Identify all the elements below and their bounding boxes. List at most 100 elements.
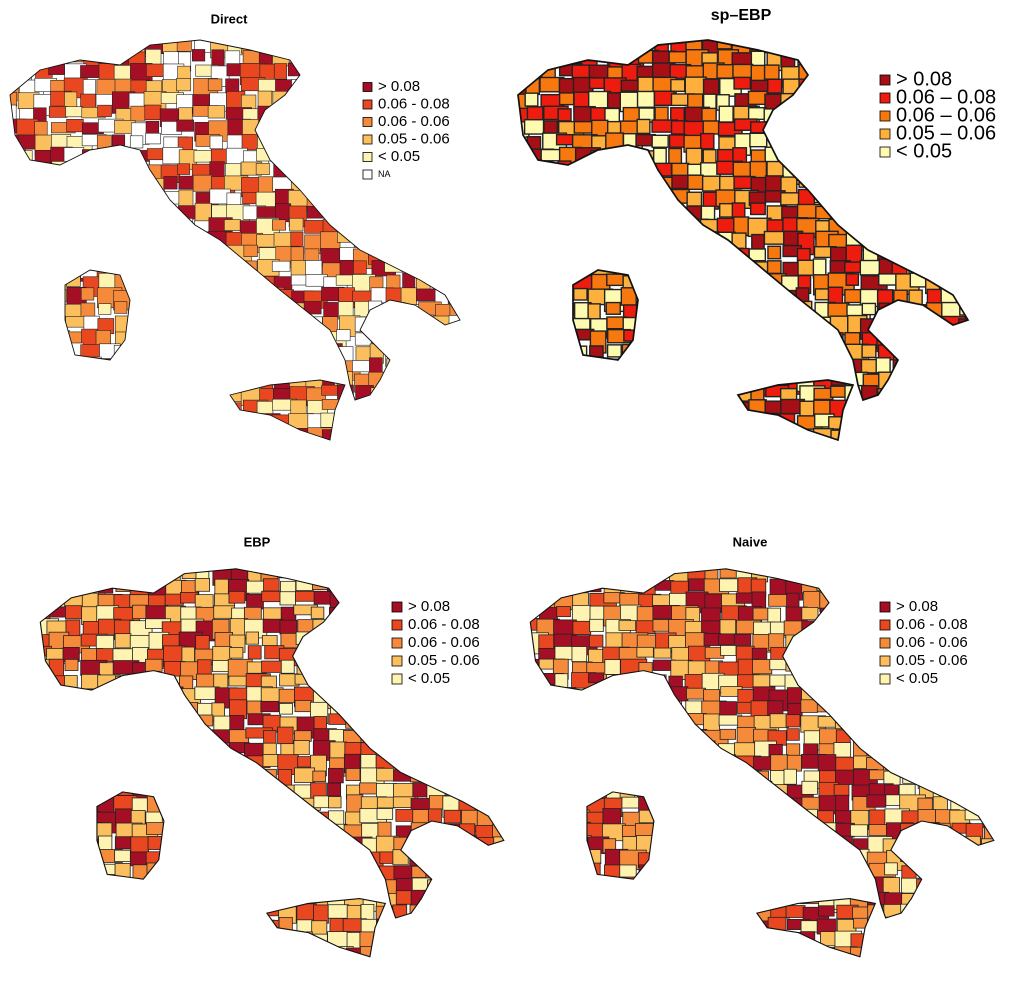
region	[949, 717, 974, 729]
region	[924, 36, 936, 53]
region	[162, 796, 177, 817]
region	[33, 402, 53, 415]
region	[879, 65, 893, 76]
region	[786, 865, 811, 886]
region	[818, 864, 830, 882]
region	[3, 388, 24, 402]
region	[538, 961, 556, 980]
region	[845, 217, 865, 227]
region	[686, 931, 702, 952]
region	[982, 634, 1000, 649]
region	[460, 567, 474, 585]
region	[934, 849, 960, 861]
region	[510, 232, 531, 254]
region	[494, 716, 511, 735]
region	[147, 401, 167, 420]
region	[180, 823, 192, 841]
region	[525, 120, 544, 134]
region	[910, 347, 928, 363]
region	[197, 742, 219, 757]
region	[886, 740, 907, 759]
region	[377, 687, 401, 701]
region	[879, 220, 891, 235]
region	[847, 51, 869, 68]
region	[65, 771, 78, 783]
region	[846, 403, 871, 417]
region	[133, 674, 147, 691]
region	[509, 921, 522, 932]
region	[178, 891, 200, 901]
region	[863, 134, 877, 154]
region	[462, 768, 475, 782]
region	[606, 191, 623, 207]
region	[949, 836, 963, 846]
region	[395, 919, 420, 930]
region	[767, 809, 780, 826]
region	[558, 109, 571, 121]
region	[371, 401, 386, 412]
region	[802, 607, 818, 619]
region	[935, 690, 961, 702]
region	[380, 594, 393, 610]
region	[324, 302, 341, 317]
region	[702, 919, 724, 934]
region	[878, 193, 902, 210]
region	[379, 959, 404, 979]
region	[538, 686, 559, 698]
region	[652, 931, 667, 950]
region	[372, 192, 386, 208]
region	[368, 63, 385, 79]
region	[295, 947, 318, 966]
region	[64, 148, 84, 165]
region	[33, 689, 58, 700]
region	[926, 176, 949, 194]
region	[459, 744, 483, 756]
region	[639, 247, 652, 259]
panel-title: Direct	[211, 11, 249, 26]
region	[294, 810, 307, 828]
region	[936, 866, 949, 887]
region	[848, 442, 864, 453]
region	[576, 36, 597, 50]
region	[307, 190, 327, 208]
region	[512, 564, 530, 583]
region	[573, 191, 589, 213]
region	[199, 755, 220, 773]
region	[558, 330, 574, 342]
region	[656, 288, 675, 299]
region	[313, 675, 330, 694]
region	[427, 727, 445, 740]
region	[51, 245, 70, 255]
region	[226, 346, 251, 361]
region	[161, 360, 181, 379]
region	[637, 607, 653, 622]
region	[212, 371, 236, 383]
legend-swatch	[880, 620, 890, 630]
region	[306, 135, 322, 146]
region	[879, 417, 891, 437]
region	[654, 304, 673, 315]
region	[908, 358, 934, 378]
region	[148, 944, 170, 958]
region	[671, 687, 688, 701]
region	[148, 330, 170, 341]
region	[908, 49, 931, 70]
region	[99, 178, 118, 195]
region	[4, 192, 27, 208]
region	[769, 879, 787, 893]
region	[718, 850, 731, 862]
region	[933, 578, 950, 595]
region	[901, 918, 926, 930]
region	[903, 578, 919, 590]
region	[1000, 810, 1013, 824]
region	[590, 769, 608, 786]
region	[65, 443, 78, 460]
region	[556, 290, 572, 305]
region	[264, 769, 277, 788]
region	[850, 690, 875, 705]
region	[981, 839, 1007, 855]
region	[718, 331, 739, 345]
region	[466, 219, 491, 240]
region	[718, 961, 738, 980]
region	[146, 189, 158, 206]
